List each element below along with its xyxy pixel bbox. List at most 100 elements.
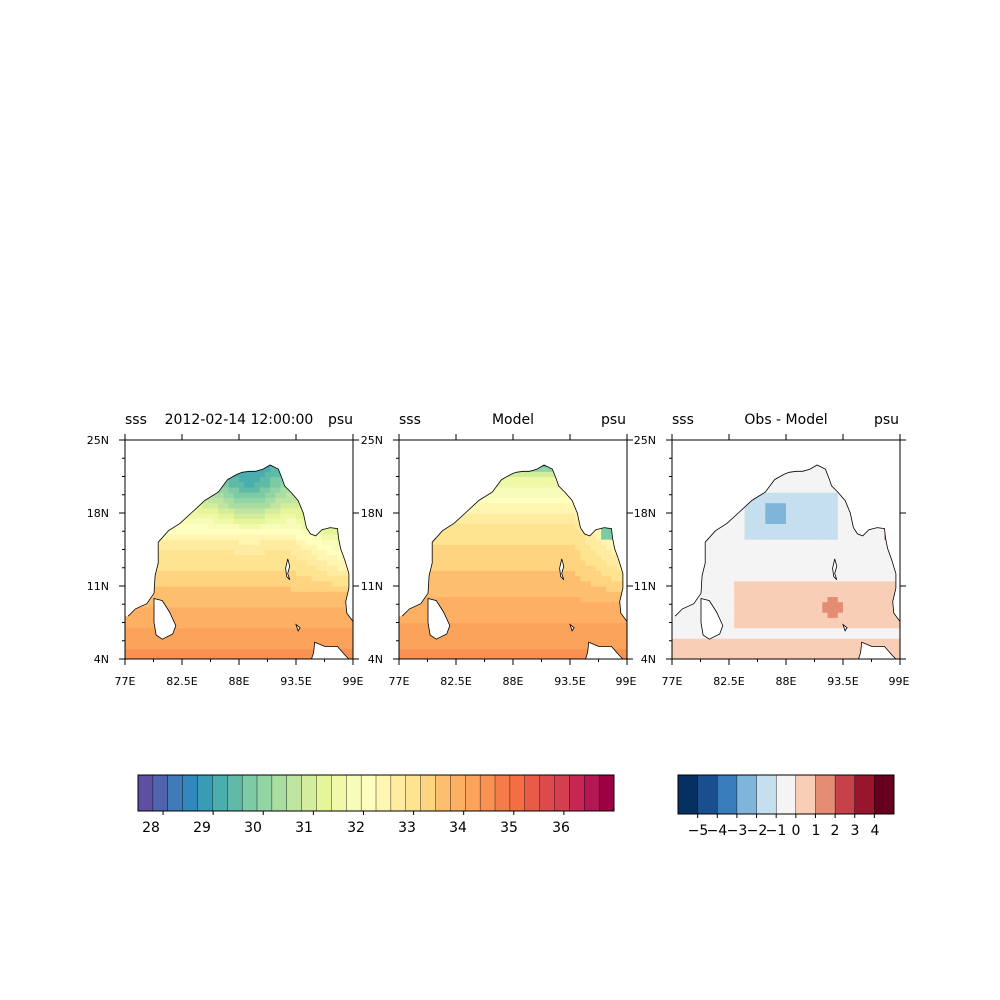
field-cell	[218, 627, 225, 634]
field-cell	[749, 612, 756, 618]
field-cell	[445, 638, 452, 644]
field-cell	[770, 486, 777, 493]
field-cell	[259, 586, 266, 592]
field-cell	[456, 638, 462, 644]
field-cell	[414, 643, 421, 650]
field-cell	[254, 518, 261, 524]
field-cell	[538, 565, 545, 571]
field-cell	[239, 643, 245, 650]
field-cell	[466, 601, 473, 608]
field-cell	[811, 622, 818, 629]
field-cell	[487, 601, 493, 608]
tick-label: 93.5E	[280, 675, 311, 688]
field-cell	[513, 559, 519, 566]
field-cell	[806, 601, 813, 608]
field-cell	[249, 638, 256, 644]
field-cell	[419, 638, 426, 644]
field-cell	[770, 565, 777, 571]
field-cell	[570, 549, 576, 556]
tick-label: 18N	[87, 507, 109, 520]
field-cell	[713, 643, 720, 650]
field-cell	[285, 612, 292, 618]
field-cell	[342, 596, 349, 603]
field-cell	[786, 622, 792, 629]
field-cell	[801, 638, 808, 644]
field-cell	[528, 492, 535, 498]
field-cell	[280, 632, 287, 639]
field-cell	[187, 591, 193, 597]
field-cell	[182, 617, 188, 624]
field-cell	[786, 632, 792, 639]
field-cell	[285, 549, 292, 556]
field-cell	[476, 606, 483, 613]
field-cell	[218, 497, 225, 504]
field-cell	[207, 606, 214, 613]
field-cell	[791, 643, 797, 650]
field-cell	[708, 643, 715, 650]
field-cell	[249, 544, 256, 551]
field-cell	[791, 502, 797, 509]
field-cell	[156, 648, 162, 655]
field-cell	[202, 606, 209, 613]
field-cell	[327, 596, 333, 603]
field-cell	[754, 533, 761, 540]
field-cell	[440, 648, 447, 655]
field-cell	[202, 596, 209, 603]
field-cell	[760, 565, 766, 571]
field-cell	[796, 523, 803, 530]
field-cell	[549, 544, 556, 551]
field-cell	[145, 648, 152, 655]
field-cell	[275, 476, 282, 483]
field-cell	[544, 507, 550, 514]
field-cell	[301, 518, 307, 524]
field-cell	[182, 632, 188, 639]
field-cell	[502, 580, 509, 587]
field-cell	[606, 632, 613, 639]
field-cell	[749, 523, 756, 530]
field-cell	[708, 565, 715, 571]
field-cell	[554, 528, 561, 535]
field-cell	[223, 565, 230, 571]
field-cell	[145, 606, 152, 613]
field-cell	[187, 554, 193, 561]
field-cell	[523, 612, 530, 618]
field-cell	[259, 554, 266, 561]
field-cell	[601, 617, 607, 624]
field-cell	[249, 533, 256, 540]
land-mask	[125, 440, 353, 659]
field-cell	[775, 539, 782, 545]
field-cell	[202, 502, 209, 509]
field-cell	[233, 486, 240, 493]
field-cell	[518, 643, 524, 650]
field-cell	[270, 544, 276, 551]
field-cell	[347, 627, 353, 634]
field-cell	[575, 601, 581, 608]
field-cell	[718, 596, 725, 603]
field-cell	[739, 591, 746, 597]
field-cell	[321, 570, 328, 577]
field-cell	[554, 492, 561, 498]
field-cell	[544, 606, 550, 613]
field-cell	[213, 523, 219, 530]
field-cell	[502, 575, 509, 582]
field-cell	[440, 549, 447, 556]
field-cell	[533, 586, 540, 592]
field-cell	[430, 653, 436, 659]
tick-label: 4N	[368, 653, 383, 666]
field-cell	[233, 539, 240, 545]
field-cell	[223, 539, 230, 545]
field-cell	[528, 632, 535, 639]
field-cell	[677, 617, 683, 624]
field-cell	[507, 486, 514, 493]
field-cell	[487, 544, 493, 551]
field-cell	[466, 544, 473, 551]
field-cell	[213, 622, 219, 629]
field-cell	[611, 627, 618, 634]
field-cell	[780, 559, 787, 566]
field-cell	[290, 539, 297, 545]
field-cell	[481, 622, 488, 629]
field-cell	[528, 591, 535, 597]
field-cell	[228, 627, 235, 634]
field-cell	[435, 565, 442, 571]
coastline	[127, 464, 354, 659]
